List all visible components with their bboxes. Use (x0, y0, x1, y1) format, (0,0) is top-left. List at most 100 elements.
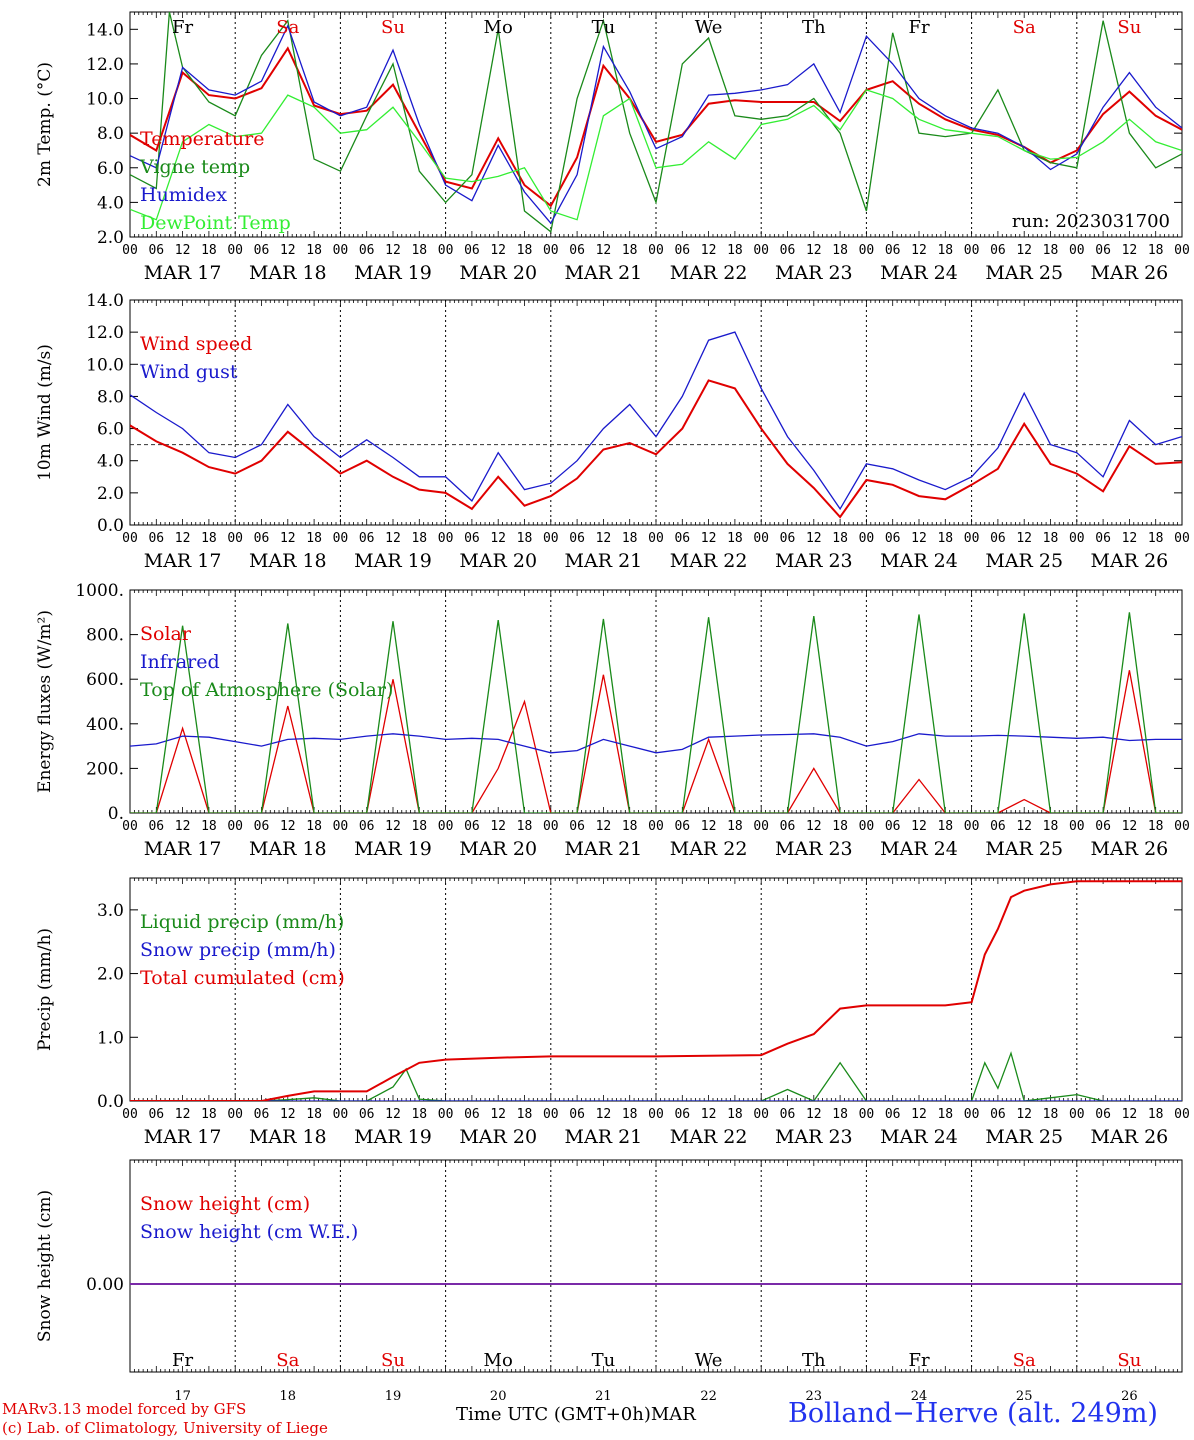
date-label: MAR 17 (144, 262, 222, 284)
hour-label: 12 (280, 819, 296, 834)
hour-label: 12 (806, 243, 822, 258)
date-label: MAR 19 (354, 550, 432, 572)
hour-label: 00 (227, 819, 243, 834)
hour-label: 06 (674, 1107, 690, 1122)
date-label: MAR 22 (670, 838, 748, 860)
hour-label: 06 (254, 531, 270, 546)
legend-entry: Vigne temp (139, 156, 250, 178)
hour-label: 12 (490, 1107, 506, 1122)
y-tick-label: 2.0 (97, 228, 124, 248)
y-tick-label: 600. (86, 670, 124, 690)
day-abbrev: Mo (484, 17, 513, 38)
hour-label: 18 (937, 531, 953, 546)
hour-label: 06 (780, 243, 796, 258)
hour-label: 00 (648, 819, 664, 834)
y-tick-label: 8.0 (97, 387, 124, 407)
run-label: run: 2023031700 (1012, 211, 1170, 232)
legend-entry: Solar (140, 623, 192, 645)
hour-label: 00 (438, 531, 454, 546)
date-label: MAR 23 (775, 262, 853, 284)
hour-label: 06 (148, 819, 164, 834)
y-tick-label: 1.0 (97, 1028, 124, 1048)
hour-label: 12 (385, 819, 401, 834)
hour-label: 12 (701, 819, 717, 834)
hour-label: 00 (753, 243, 769, 258)
hour-label: 00 (964, 1107, 980, 1122)
hour-label: 18 (727, 1107, 743, 1122)
hour-label: 00 (1069, 1107, 1085, 1122)
hour-label: 06 (1095, 1107, 1111, 1122)
hour-label: 18 (517, 1107, 533, 1122)
day-number: 23 (806, 1389, 823, 1404)
hour-label: 06 (780, 531, 796, 546)
month-label: MAR (650, 1404, 696, 1425)
hour-label: 06 (254, 819, 270, 834)
hour-label: 18 (832, 531, 848, 546)
hour-label: 18 (306, 531, 322, 546)
hour-label: 18 (727, 819, 743, 834)
hour-label: 18 (517, 531, 533, 546)
hour-label: 18 (201, 819, 217, 834)
hour-label: 18 (832, 819, 848, 834)
time-label: Time UTC (GMT+0h) (456, 1404, 651, 1425)
series-line (130, 1051, 1182, 1101)
hour-label: 00 (438, 1107, 454, 1122)
hour-label: 06 (254, 1107, 270, 1122)
date-label: MAR 18 (249, 838, 327, 860)
hour-label: 00 (543, 819, 559, 834)
hour-label: 00 (122, 819, 138, 834)
day-abbrev: Su (1117, 17, 1141, 38)
y-axis-label: 2m Temp. (°C) (35, 62, 55, 187)
date-label: MAR 25 (985, 1126, 1063, 1148)
hour-label: 18 (517, 243, 533, 258)
hour-label: 18 (622, 819, 638, 834)
day-abbrev: Su (1117, 1350, 1141, 1371)
hour-label: 06 (780, 1107, 796, 1122)
hour-label: 12 (806, 1107, 822, 1122)
hour-label: 06 (359, 531, 375, 546)
day-number: 21 (595, 1389, 612, 1404)
date-label: MAR 22 (670, 1126, 748, 1148)
date-label: MAR 19 (354, 262, 432, 284)
hour-label: 18 (411, 819, 427, 834)
hour-label: 18 (517, 819, 533, 834)
series-line (130, 331, 1182, 511)
hour-label: 06 (1095, 243, 1111, 258)
y-tick-label: 4.0 (97, 452, 124, 472)
hour-label: 18 (306, 819, 322, 834)
date-label: MAR 18 (249, 550, 327, 572)
hour-label: 12 (911, 819, 927, 834)
hour-label: 06 (254, 243, 270, 258)
date-label: MAR 17 (144, 838, 222, 860)
day-abbrev: Su (381, 17, 405, 38)
hour-label: 00 (859, 1107, 875, 1122)
day-number: 18 (280, 1389, 297, 1404)
hour-label: 18 (411, 531, 427, 546)
date-label: MAR 22 (670, 550, 748, 572)
hour-label: 00 (1174, 819, 1190, 834)
hour-label: 18 (411, 1107, 427, 1122)
hour-label: 12 (911, 1107, 927, 1122)
hour-label: 06 (148, 243, 164, 258)
hour-label: 00 (333, 819, 349, 834)
hour-label: 12 (911, 531, 927, 546)
hour-label: 06 (1095, 531, 1111, 546)
date-label: MAR 21 (565, 1126, 643, 1148)
hour-label: 18 (201, 531, 217, 546)
hour-label: 18 (1043, 1107, 1059, 1122)
hour-label: 06 (359, 819, 375, 834)
hour-label: 18 (201, 1107, 217, 1122)
date-label: MAR 24 (880, 838, 958, 860)
hour-label: 00 (964, 243, 980, 258)
y-axis-label: Energy fluxes (W/m²) (35, 610, 55, 793)
hour-label: 12 (1122, 531, 1138, 546)
y-tick-label: 4.0 (97, 193, 124, 213)
hour-label: 00 (648, 1107, 664, 1122)
hour-label: 12 (596, 819, 612, 834)
y-tick-label: 0.0 (97, 1092, 124, 1112)
hour-label: 18 (622, 1107, 638, 1122)
day-number: 24 (911, 1389, 928, 1404)
hour-label: 18 (1043, 531, 1059, 546)
hour-label: 06 (990, 531, 1006, 546)
y-tick-label: 2.0 (97, 484, 124, 504)
